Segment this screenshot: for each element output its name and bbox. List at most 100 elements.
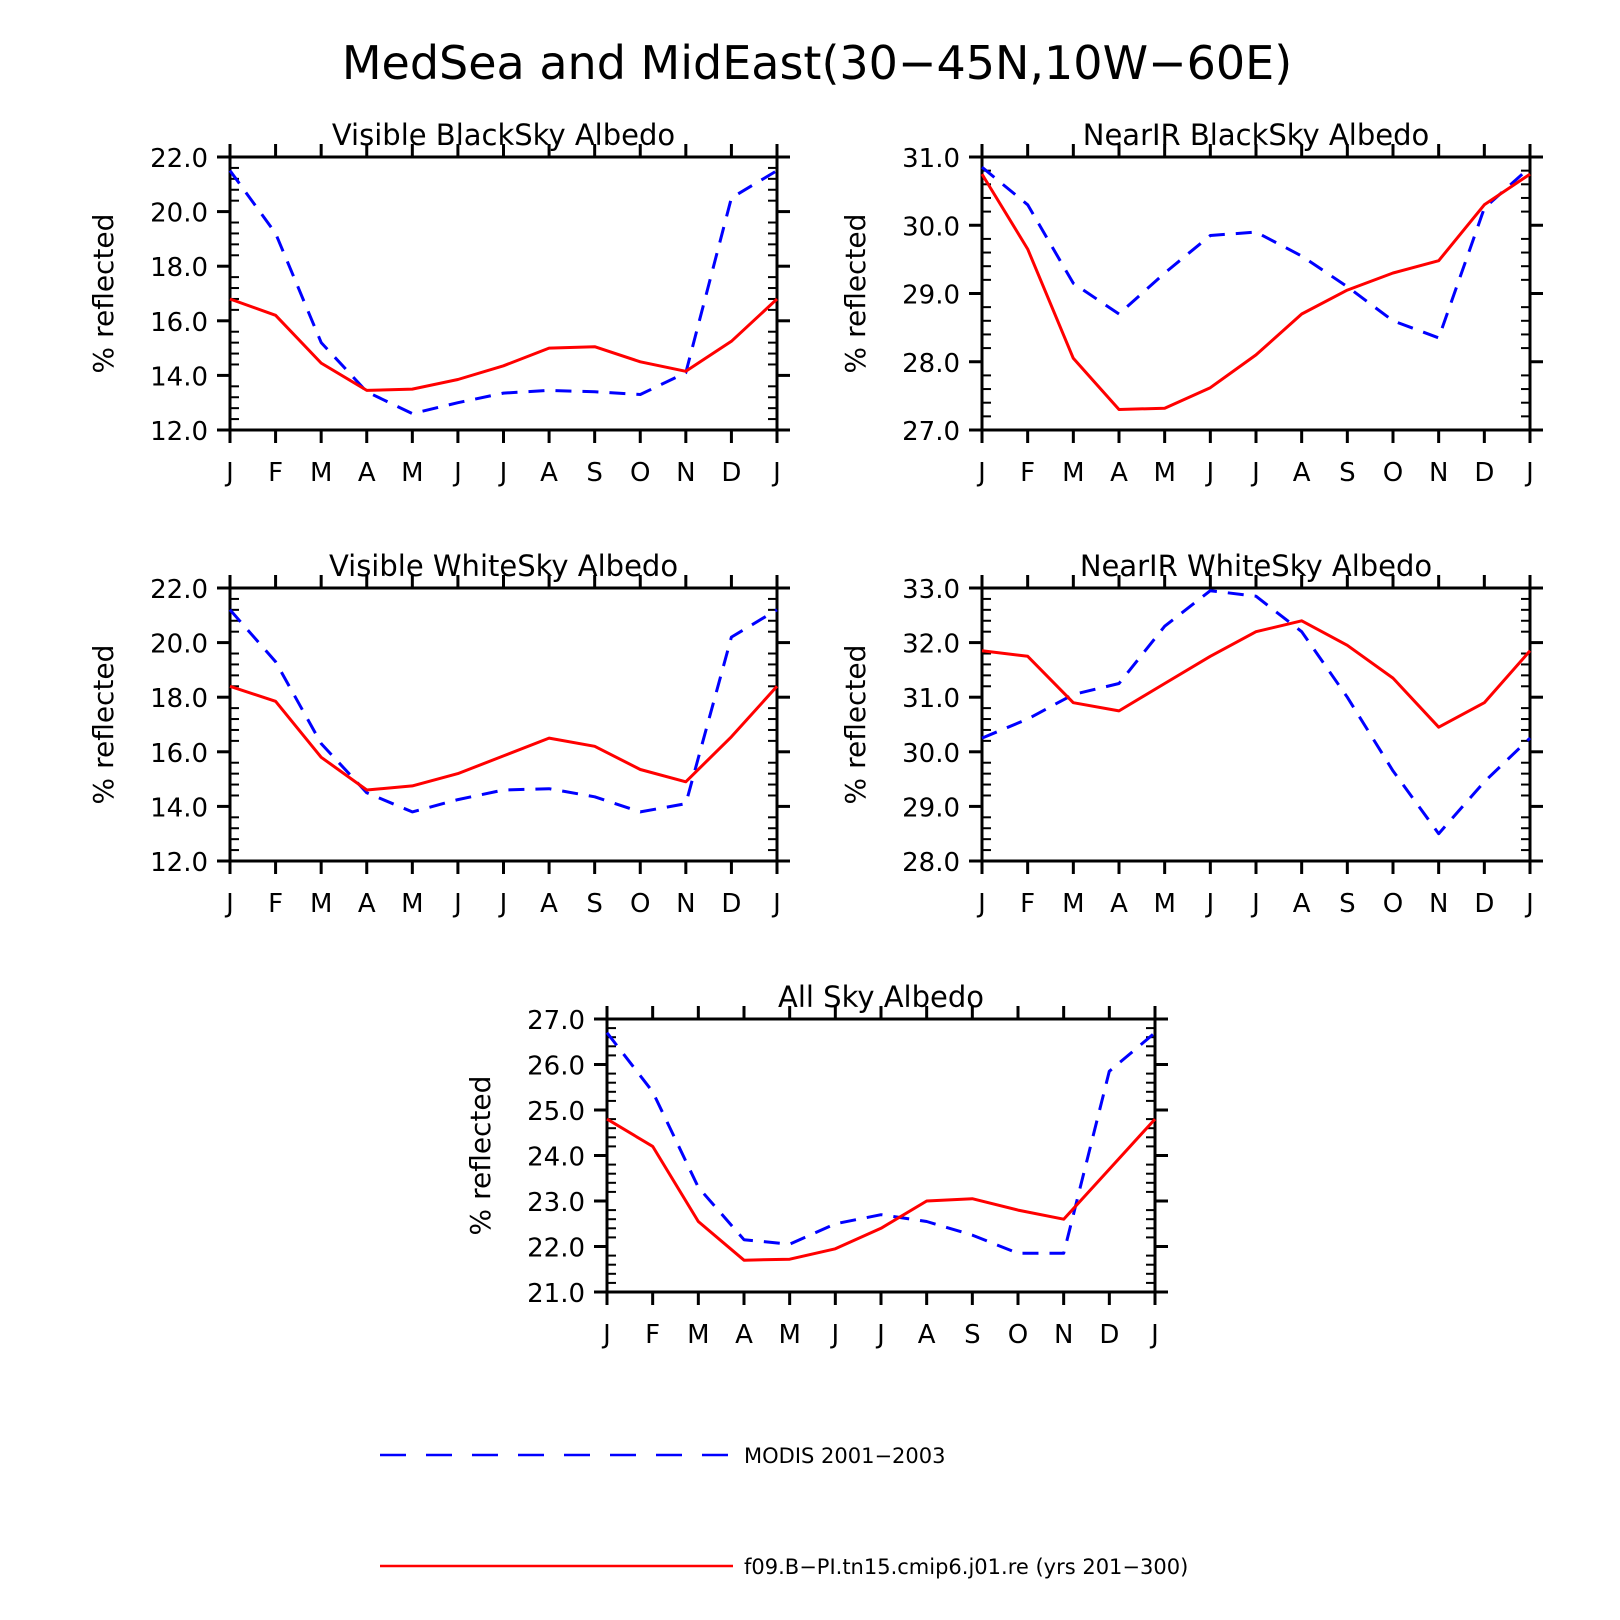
x-tick-label: N bbox=[676, 889, 695, 919]
x-tick-label: A bbox=[540, 458, 558, 488]
y-tick-label: 25.0 bbox=[527, 1097, 585, 1127]
x-tick-label: F bbox=[645, 1320, 660, 1350]
x-tick-label: J bbox=[976, 458, 986, 488]
y-tick-label: 32.0 bbox=[902, 630, 960, 660]
x-tick-label: F bbox=[268, 889, 283, 919]
x-tick-label: J bbox=[224, 458, 234, 488]
legend: MODIS 2001−2003 f09.B−PI.tn15.cmip6.j01.r… bbox=[380, 1444, 1188, 1579]
x-tick-label: S bbox=[586, 889, 603, 919]
x-tick-label: N bbox=[676, 458, 695, 488]
plot-frame bbox=[228, 155, 779, 432]
x-tick-label: A bbox=[735, 1320, 753, 1350]
legend-label: MODIS 2001−2003 bbox=[744, 1444, 946, 1468]
y-axis-label: % reflected bbox=[87, 645, 120, 805]
x-tick-label: N bbox=[1054, 1320, 1073, 1350]
x-tick-label: S bbox=[1339, 889, 1356, 919]
x-tick-label: D bbox=[1474, 458, 1494, 488]
x-tick-label: J bbox=[875, 1320, 885, 1350]
x-tick-label: J bbox=[1250, 889, 1260, 919]
x-tick-label: O bbox=[1383, 889, 1403, 919]
x-tick-label: M bbox=[1153, 458, 1175, 488]
x-tick-label: M bbox=[401, 889, 423, 919]
x-tick-label: M bbox=[401, 458, 423, 488]
x-tick-label: S bbox=[964, 1320, 981, 1350]
x-tick-label: J bbox=[771, 458, 781, 488]
y-tick-label: 22.0 bbox=[527, 1234, 585, 1264]
x-tick-label: J bbox=[224, 889, 234, 919]
y-tick-label: 20.0 bbox=[150, 199, 208, 229]
x-tick-label: N bbox=[1429, 458, 1448, 488]
series-line-model bbox=[229, 684, 779, 792]
x-tick-label: M bbox=[310, 458, 332, 488]
x-tick-label: J bbox=[1204, 889, 1214, 919]
x-tick-label: S bbox=[586, 458, 603, 488]
y-tick-label: 14.0 bbox=[150, 362, 208, 392]
legend-item-1: MODIS 2001−2003 bbox=[380, 1444, 946, 1468]
y-tick-label: 16.0 bbox=[150, 739, 208, 769]
series-line-modis bbox=[981, 166, 1532, 340]
x-tick-label: J bbox=[1250, 458, 1260, 488]
x-tick-label: M bbox=[778, 1320, 800, 1350]
x-tick-label: J bbox=[829, 1320, 839, 1350]
x-tick-label: A bbox=[1293, 889, 1311, 919]
y-tick-label: 18.0 bbox=[150, 684, 208, 714]
y-tick-label: 16.0 bbox=[150, 308, 208, 338]
y-tick-label: 27.0 bbox=[902, 417, 960, 447]
x-tick-label: N bbox=[1429, 889, 1448, 919]
x-tick-label: M bbox=[310, 889, 332, 919]
x-tick-label: J bbox=[498, 889, 508, 919]
x-tick-label: J bbox=[771, 889, 781, 919]
x-tick-label: F bbox=[268, 458, 283, 488]
y-tick-label: 12.0 bbox=[150, 848, 208, 878]
series-line-modis bbox=[605, 1031, 1156, 1255]
x-tick-label: J bbox=[1149, 1320, 1159, 1350]
x-tick-label: M bbox=[1153, 889, 1175, 919]
x-tick-label: O bbox=[1383, 458, 1403, 488]
y-tick-label: 24.0 bbox=[527, 1143, 585, 1173]
x-tick-label: J bbox=[498, 458, 508, 488]
y-axis-label: % reflected bbox=[839, 645, 872, 805]
x-tick-label: J bbox=[1524, 889, 1534, 919]
x-tick-label: S bbox=[1339, 458, 1356, 488]
x-tick-label: J bbox=[452, 458, 462, 488]
y-tick-label: 20.0 bbox=[150, 630, 208, 660]
y-axis-label: % reflected bbox=[839, 214, 872, 374]
x-tick-label: M bbox=[1062, 458, 1084, 488]
y-tick-label: 28.0 bbox=[902, 349, 960, 379]
x-tick-label: A bbox=[358, 458, 376, 488]
y-tick-label: 21.0 bbox=[527, 1279, 585, 1309]
figure-title: MedSea and MidEast(30−45N,10W−60E) bbox=[342, 36, 1292, 90]
legend-item-2: f09.B−PI.tn15.cmip6.j01.re (yrs 201−300) bbox=[380, 1555, 1188, 1579]
x-tick-label: O bbox=[1008, 1320, 1028, 1350]
x-tick-label: J bbox=[601, 1320, 611, 1350]
x-tick-label: A bbox=[1293, 458, 1311, 488]
y-axis-label: % reflected bbox=[464, 1076, 497, 1236]
y-tick-label: 29.0 bbox=[902, 281, 960, 311]
x-tick-label: A bbox=[540, 889, 558, 919]
x-tick-label: A bbox=[1110, 458, 1128, 488]
y-tick-label: 30.0 bbox=[902, 739, 960, 769]
y-tick-label: 29.0 bbox=[902, 793, 960, 823]
y-tick-label: 22.0 bbox=[150, 575, 208, 605]
x-tick-label: A bbox=[918, 1320, 936, 1350]
y-tick-label: 22.0 bbox=[150, 144, 208, 174]
series-line-modis bbox=[981, 589, 1532, 836]
x-tick-label: D bbox=[1099, 1320, 1119, 1350]
y-tick-label: 33.0 bbox=[902, 575, 960, 605]
y-tick-label: 28.0 bbox=[902, 848, 960, 878]
series-line-model bbox=[981, 619, 1532, 729]
y-tick-label: 26.0 bbox=[527, 1052, 585, 1082]
x-tick-label: D bbox=[721, 889, 741, 919]
y-tick-label: 30.0 bbox=[902, 212, 960, 242]
x-tick-label: O bbox=[630, 458, 650, 488]
x-tick-label: J bbox=[1204, 458, 1214, 488]
x-tick-label: D bbox=[721, 458, 741, 488]
plot-frame bbox=[605, 1017, 1157, 1294]
